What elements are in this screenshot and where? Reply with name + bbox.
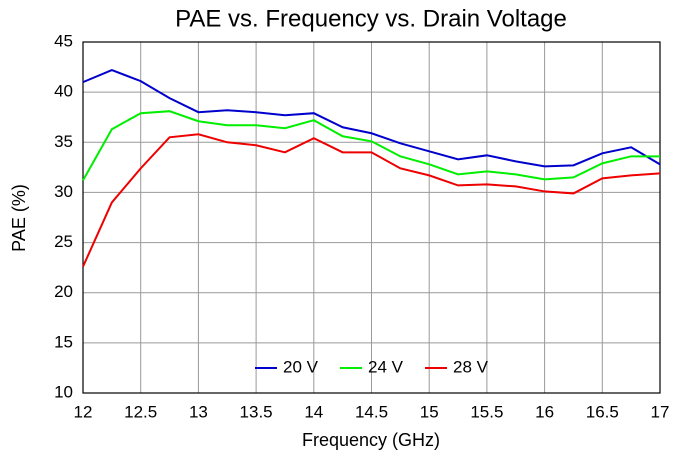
x-tick-label: 15.5: [470, 402, 503, 421]
y-tick-label: 20: [54, 282, 73, 301]
y-tick-label: 25: [54, 232, 73, 251]
legend-label: 28 V: [453, 357, 489, 376]
x-tick-label: 16.5: [586, 402, 619, 421]
series-line: [82, 110, 660, 181]
x-tick-label: 14.5: [355, 402, 388, 421]
x-tick-label: 13.5: [240, 402, 273, 421]
x-tick-label: 17: [651, 402, 670, 421]
x-tick-label: 12: [74, 402, 93, 421]
x-tick-label: 14: [304, 402, 323, 421]
x-tick-label: 12.5: [124, 402, 157, 421]
series-line: [82, 69, 661, 168]
legend-label: 20 V: [283, 357, 319, 376]
y-axis-label: PAE (%): [9, 184, 29, 252]
y-tick-label: 15: [54, 332, 73, 351]
y-tick-label: 45: [54, 31, 73, 50]
x-tick-label: 13: [189, 402, 208, 421]
chart-title: PAE vs. Frequency vs. Drain Voltage: [175, 5, 567, 32]
y-tick-label: 35: [54, 132, 73, 151]
x-tick-label: 16: [535, 402, 554, 421]
y-tick-label: 10: [54, 382, 73, 401]
plot-frame: [82, 41, 661, 394]
series-line: [82, 133, 661, 268]
y-tick-label: 40: [54, 82, 73, 101]
x-axis-label: Frequency (GHz): [302, 430, 440, 450]
legend-label: 24 V: [368, 357, 404, 376]
x-tick-label: 15: [420, 402, 439, 421]
y-tick-label: 30: [54, 182, 73, 201]
